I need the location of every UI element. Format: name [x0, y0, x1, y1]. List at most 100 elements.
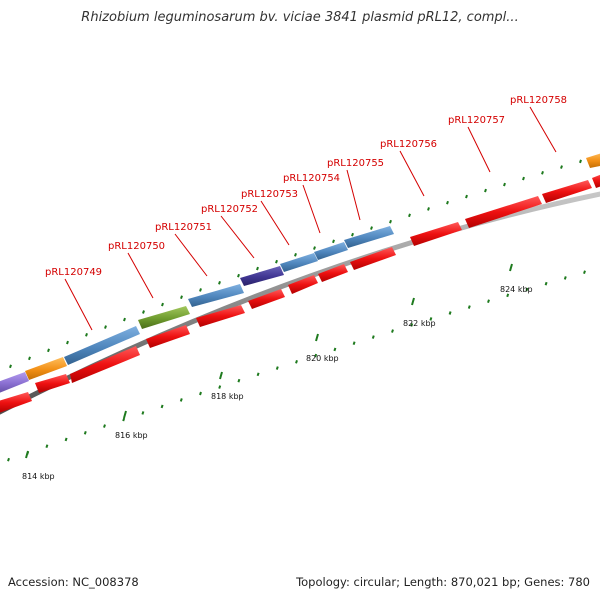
- scale-minor-tick: [370, 226, 373, 230]
- gene-label-leader: [346, 169, 361, 221]
- scale-minor-tick: [410, 323, 414, 327]
- cds-arrow[interactable]: [35, 374, 70, 393]
- scale-major-tick: [123, 410, 127, 419]
- scale-minor-tick: [256, 372, 260, 377]
- scale-minor-tick: [503, 182, 506, 187]
- feature-block-blue[interactable]: [280, 253, 318, 272]
- scale-minor-tick: [506, 293, 510, 298]
- gene-label-leader: [127, 252, 154, 299]
- scale-tick-label: 822 kbp: [403, 319, 436, 328]
- scale-minor-tick: [237, 378, 241, 383]
- scale-minor-tick: [389, 219, 392, 224]
- gene-label-leader: [529, 106, 557, 153]
- gene-label-leader: [174, 233, 208, 277]
- scale-minor-tick: [467, 305, 471, 309]
- scale-tick-label: 824 kbp: [500, 285, 533, 294]
- scale-minor-tick: [160, 404, 164, 409]
- scale-minor-tick: [560, 165, 563, 169]
- gene-label-pRL120757[interactable]: pRL120757: [448, 115, 505, 126]
- cds-arrow[interactable]: [318, 264, 348, 282]
- scale-major-tick: [25, 450, 29, 459]
- scale-tick-label: 816 kbp: [115, 431, 148, 440]
- scale-minor-tick: [66, 340, 69, 345]
- cds-arrow[interactable]: [542, 180, 592, 203]
- gene-label-pRL120755[interactable]: pRL120755: [327, 158, 384, 169]
- scale-minor-tick: [427, 207, 430, 211]
- cds-arrow[interactable]: [288, 275, 318, 294]
- gene-label-pRL120750[interactable]: pRL120750: [108, 241, 165, 252]
- feature-track: [0, 152, 600, 393]
- scale-minor-tick: [142, 310, 145, 314]
- feature-block-blue[interactable]: [188, 284, 244, 307]
- scale-minor-tick: [218, 385, 222, 389]
- scale-minor-tick: [371, 335, 375, 339]
- scale-tick-label: 814 kbp: [22, 472, 55, 481]
- scale-minor-tick: [104, 325, 107, 329]
- scale-minor-tick: [522, 176, 525, 181]
- scale-minor-tick: [237, 273, 240, 278]
- feature-block-blue[interactable]: [314, 242, 348, 260]
- scale-minor-tick: [351, 232, 354, 237]
- scale-minor-tick: [85, 332, 88, 337]
- gene-label-pRL120749[interactable]: pRL120749: [45, 267, 102, 278]
- scale-minor-tick: [294, 252, 297, 257]
- gene-label-pRL120754[interactable]: pRL120754: [283, 173, 340, 184]
- scale-minor-tick: [218, 280, 221, 285]
- scale-minor-tick: [9, 364, 12, 369]
- cds-arrow[interactable]: [410, 222, 462, 246]
- scale-minor-tick: [313, 246, 316, 250]
- cds-arrow[interactable]: [350, 247, 396, 270]
- gene-label-leader: [302, 184, 321, 234]
- feature-block-green[interactable]: [138, 306, 190, 329]
- cds-arrow[interactable]: [70, 346, 140, 383]
- feature-block-lavender[interactable]: [0, 372, 29, 393]
- feature-block-blue[interactable]: [344, 226, 394, 248]
- scale-minor-tick: [45, 444, 49, 448]
- scale-minor-tick: [544, 281, 548, 286]
- gene-label-leader: [399, 150, 425, 197]
- scale-minor-tick: [314, 353, 318, 358]
- scale-minor-tick: [352, 341, 356, 346]
- gene-label-leader: [64, 278, 93, 331]
- scale-minor-tick: [583, 270, 586, 275]
- gene-label-pRL120752[interactable]: pRL120752: [201, 204, 258, 215]
- scale-minor-ticks: [7, 159, 586, 462]
- scale-minor-tick: [199, 391, 202, 396]
- scale-minor-tick: [525, 287, 529, 292]
- cds-arrow[interactable]: [248, 289, 285, 309]
- gene-label-pRL120753[interactable]: pRL120753: [241, 189, 298, 200]
- cds-arrow[interactable]: [592, 173, 600, 188]
- gene-label-pRL120751[interactable]: pRL120751: [155, 222, 212, 233]
- scale-minor-tick: [83, 430, 87, 435]
- gene-label-pRL120758[interactable]: pRL120758: [510, 95, 567, 106]
- gene-label-leader: [220, 215, 255, 259]
- scale-minor-tick: [275, 259, 278, 264]
- scale-tick-label: 818 kbp: [211, 392, 244, 401]
- scale-minor-tick: [161, 302, 164, 307]
- scale-minor-tick: [484, 188, 487, 193]
- scale-major-tick: [411, 297, 415, 306]
- scale-minor-tick: [122, 417, 126, 422]
- scale-minor-tick: [332, 239, 335, 244]
- cds-arrow[interactable]: [146, 325, 190, 348]
- feature-block-blue[interactable]: [64, 326, 140, 365]
- gene-label-pRL120756[interactable]: pRL120756: [380, 139, 437, 150]
- scale-minor-tick: [64, 437, 68, 442]
- scale-minor-tick: [465, 194, 468, 199]
- scale-minor-tick: [487, 299, 490, 303]
- map-title: Rhizobium leguminosarum bv. viciae 3841 …: [81, 10, 519, 25]
- scale-minor-tick: [28, 356, 31, 361]
- cds-arrow[interactable]: [0, 392, 32, 413]
- feature-block-orange[interactable]: [25, 357, 67, 380]
- scale-minor-tick: [179, 398, 183, 402]
- feature-block-orange[interactable]: [586, 152, 600, 168]
- genome-backbone: [0, 191, 600, 415]
- scale-minor-tick: [256, 266, 259, 271]
- scale-minor-tick: [446, 200, 449, 205]
- feature-block-purple[interactable]: [240, 266, 284, 286]
- cds-arrow[interactable]: [465, 196, 542, 228]
- gene-label-leader: [467, 126, 491, 173]
- scale-major-tick: [315, 333, 319, 342]
- cds-arrow[interactable]: [196, 305, 245, 327]
